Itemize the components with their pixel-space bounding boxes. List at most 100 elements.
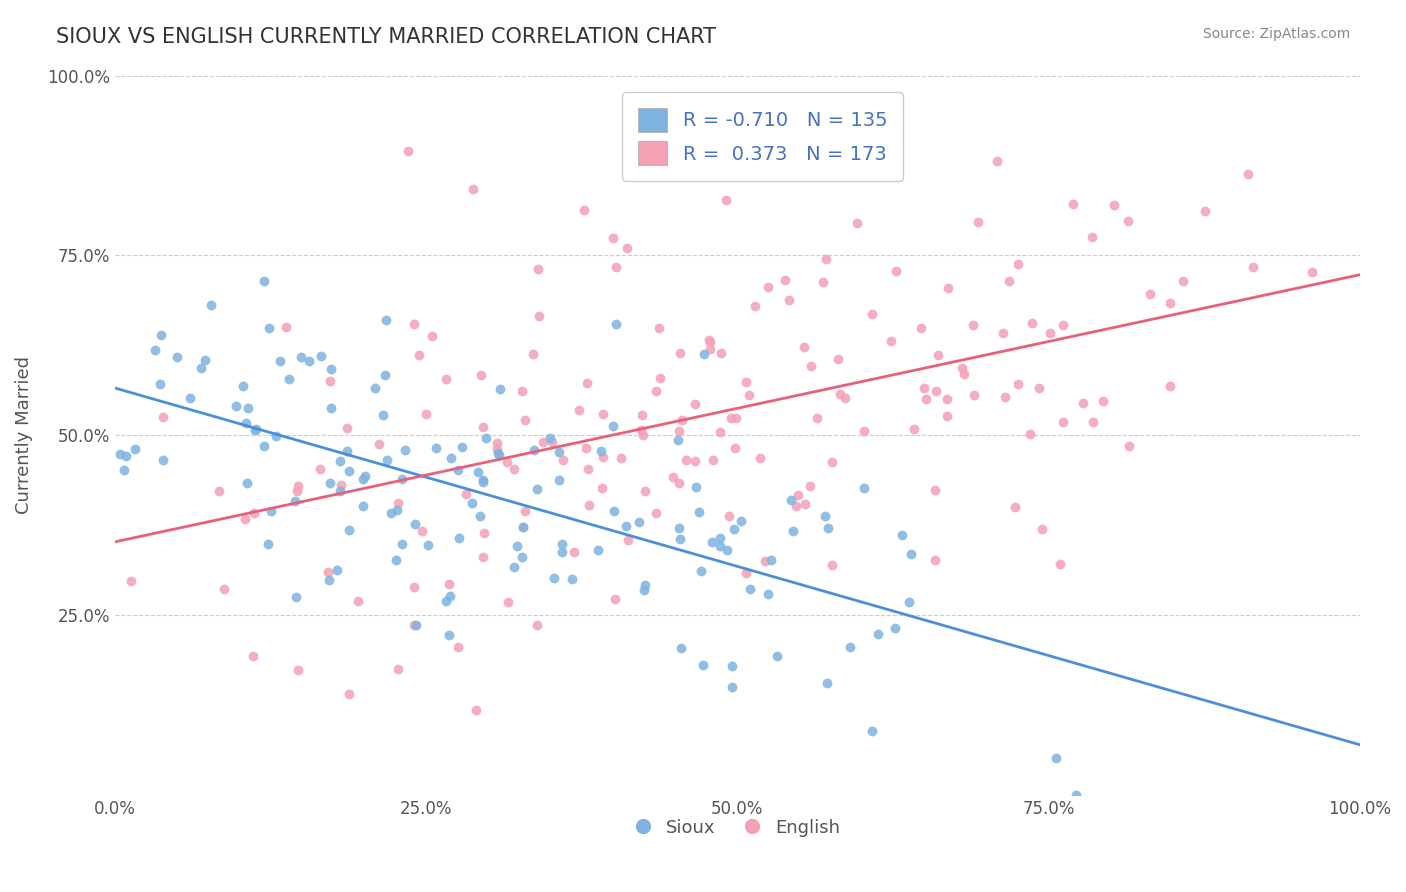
Point xyxy=(852,424,875,438)
Point xyxy=(759,552,782,566)
Point xyxy=(834,391,856,405)
Point xyxy=(548,445,571,459)
Point xyxy=(602,419,624,434)
Point xyxy=(603,504,626,518)
Point xyxy=(738,582,761,597)
Point xyxy=(592,408,614,422)
Point xyxy=(962,318,984,332)
Point xyxy=(235,417,257,431)
Point xyxy=(1159,379,1181,393)
Point xyxy=(669,533,692,547)
Point xyxy=(309,349,332,363)
Point xyxy=(648,371,671,385)
Point xyxy=(756,280,779,294)
Point xyxy=(1071,395,1094,409)
Point xyxy=(391,472,413,486)
Point xyxy=(936,281,959,295)
Point xyxy=(326,563,349,577)
Point xyxy=(488,449,510,463)
Point xyxy=(114,449,136,463)
Point xyxy=(510,549,533,564)
Point xyxy=(884,264,907,278)
Point xyxy=(815,676,838,690)
Point xyxy=(903,422,925,436)
Point xyxy=(1102,198,1125,212)
Point xyxy=(699,334,721,349)
Point xyxy=(993,390,1015,404)
Point xyxy=(257,320,280,334)
Point xyxy=(502,560,524,574)
Point xyxy=(1004,500,1026,514)
Point xyxy=(868,627,890,641)
Point xyxy=(394,443,416,458)
Point xyxy=(551,545,574,559)
Text: SIOUX VS ENGLISH CURRENTLY MARRIED CORRELATION CHART: SIOUX VS ENGLISH CURRENTLY MARRIED CORRE… xyxy=(56,27,716,46)
Point xyxy=(724,442,747,456)
Point xyxy=(811,276,834,290)
Point xyxy=(780,493,803,508)
Point xyxy=(820,558,842,573)
Point xyxy=(1039,326,1062,340)
Point xyxy=(515,504,537,518)
Point xyxy=(592,450,614,464)
Point xyxy=(541,435,564,450)
Point xyxy=(503,462,526,476)
Point xyxy=(690,565,713,579)
Point xyxy=(489,382,512,396)
Point xyxy=(364,381,387,395)
Point xyxy=(787,488,810,502)
Point xyxy=(190,360,212,375)
Point xyxy=(1052,415,1074,429)
Point xyxy=(860,307,883,321)
Point xyxy=(353,469,375,483)
Point xyxy=(108,446,131,460)
Point xyxy=(688,505,710,519)
Point xyxy=(485,436,508,450)
Point xyxy=(605,260,627,274)
Point xyxy=(380,506,402,520)
Point xyxy=(1007,376,1029,391)
Point xyxy=(683,396,706,410)
Point xyxy=(472,550,495,565)
Point xyxy=(522,347,544,361)
Point xyxy=(737,387,759,401)
Point xyxy=(793,340,815,354)
Point xyxy=(785,499,807,513)
Point xyxy=(935,409,957,423)
Point xyxy=(385,553,408,567)
Point xyxy=(765,648,787,663)
Point xyxy=(725,410,748,425)
Point xyxy=(152,453,174,467)
Point xyxy=(1052,318,1074,332)
Point xyxy=(778,293,800,307)
Point xyxy=(319,374,342,388)
Point xyxy=(461,496,484,510)
Point xyxy=(316,566,339,580)
Point xyxy=(890,527,912,541)
Point xyxy=(375,452,398,467)
Point xyxy=(744,299,766,313)
Point xyxy=(1081,230,1104,244)
Point xyxy=(166,350,188,364)
Point xyxy=(233,512,256,526)
Point xyxy=(839,640,862,654)
Point xyxy=(853,481,876,495)
Point xyxy=(702,453,724,467)
Point xyxy=(368,437,391,451)
Point xyxy=(699,342,721,356)
Point xyxy=(936,392,959,406)
Point xyxy=(884,621,907,635)
Point xyxy=(1118,438,1140,452)
Point xyxy=(496,594,519,608)
Point xyxy=(474,431,496,445)
Point xyxy=(735,376,758,390)
Point xyxy=(415,407,437,421)
Point xyxy=(814,509,837,524)
Point xyxy=(668,424,690,438)
Point xyxy=(472,475,495,490)
Point xyxy=(692,658,714,673)
Point xyxy=(1031,522,1053,536)
Point xyxy=(730,514,752,528)
Point xyxy=(464,703,486,717)
Point xyxy=(374,313,396,327)
